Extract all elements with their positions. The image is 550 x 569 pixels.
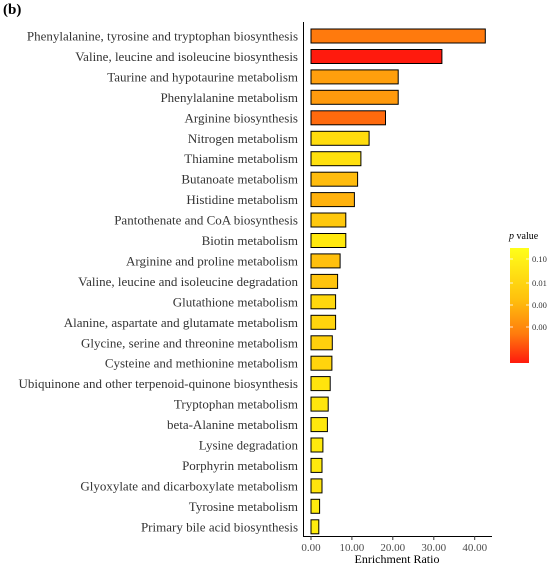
category-label: Biotin metabolism	[202, 233, 298, 248]
bar	[310, 253, 341, 269]
panel-label: (b)	[3, 2, 21, 18]
x-axis-title: Enrichment Ratio	[355, 552, 440, 566]
legend-tick-label: 0.01	[532, 278, 547, 288]
category-label: Thiamine metabolism	[184, 151, 298, 166]
legend-title-p: p	[508, 231, 514, 242]
category-label: Porphyrin metabolism	[182, 458, 298, 473]
category-label: Lysine degradation	[199, 438, 299, 453]
x-tick-label: 20.00	[380, 542, 405, 554]
category-label: Phenylalanine metabolism	[160, 90, 298, 105]
category-label: beta-Alanine metabolism	[167, 417, 298, 432]
bar	[310, 396, 329, 412]
x-tick-label: 30.00	[421, 542, 446, 554]
bar	[310, 212, 347, 228]
x-tick-label: 10.00	[340, 542, 365, 554]
x-ticks: 0.00 10.00 20.00 30.00 40.00	[301, 536, 488, 554]
category-label: Tyrosine metabolism	[189, 499, 298, 514]
category-label: Pantothenate and CoA biosynthesis	[114, 213, 298, 228]
category-label: Tryptophan metabolism	[174, 397, 298, 412]
category-label: Arginine and proline metabolism	[126, 253, 298, 268]
category-label: Glyoxylate and dicarboxylate metabolism	[80, 478, 298, 493]
legend-tick-label: 0.00	[532, 300, 547, 310]
bar	[310, 130, 370, 146]
category-label: Valine, leucine and isoleucine biosynthe…	[75, 49, 298, 64]
category-label: Cysteine and methionine metabolism	[105, 356, 298, 371]
category-label: Histidine metabolism	[186, 192, 298, 207]
category-label: Nitrogen metabolism	[188, 131, 298, 146]
category-label: Butanoate metabolism	[181, 172, 298, 187]
category-label: Valine, leucine and isoleucine degradati…	[78, 274, 298, 289]
bar	[310, 294, 337, 310]
category-label: Phenylalanine, tyrosine and tryptophan b…	[27, 29, 298, 44]
legend-colorbar	[510, 248, 529, 363]
bar	[310, 233, 347, 248]
bars-group	[310, 28, 486, 535]
bar	[310, 89, 399, 105]
category-labels: Phenylalanine, tyrosine and tryptophan b…	[19, 29, 299, 535]
bar	[310, 273, 339, 289]
legend-ticks: 0.10 0.01 0.00 0.00	[510, 254, 547, 332]
category-label: Ubiquinone and other terpenoid-quinone b…	[19, 376, 298, 391]
bar	[310, 314, 337, 330]
bar	[310, 519, 320, 535]
bar	[310, 49, 443, 64]
category-label: Arginine biosynthesis	[184, 110, 298, 125]
bar	[310, 151, 362, 167]
category-label: Alanine, aspartate and glutamate metabol…	[64, 315, 298, 330]
category-label: Taurine and hypotaurine metabolism	[107, 69, 298, 84]
bar	[310, 437, 324, 453]
bar	[310, 192, 355, 208]
bar	[310, 478, 323, 494]
category-label: Glycine, serine and threonine metabolism	[81, 335, 298, 350]
legend-tick-label: 0.00	[532, 322, 547, 332]
bar	[310, 355, 333, 371]
bar	[310, 335, 333, 351]
legend-title-value: value	[514, 231, 539, 242]
x-tick-label: 40.00	[462, 542, 487, 554]
bar	[310, 171, 359, 187]
legend-tick-label: 0.10	[532, 254, 547, 264]
bar	[310, 376, 331, 392]
bar	[310, 69, 399, 85]
bar	[310, 417, 328, 433]
legend-title: p value	[508, 231, 539, 242]
bar	[310, 28, 486, 44]
bar	[310, 498, 321, 514]
bar	[310, 110, 386, 126]
bar	[310, 457, 323, 473]
x-tick-label: 0.00	[301, 542, 321, 554]
category-label: Glutathione metabolism	[173, 294, 298, 309]
category-label: Primary bile acid biosynthesis	[141, 519, 298, 534]
p-value-legend: p value 0.10 0.01 0.00 0.00	[508, 231, 547, 363]
